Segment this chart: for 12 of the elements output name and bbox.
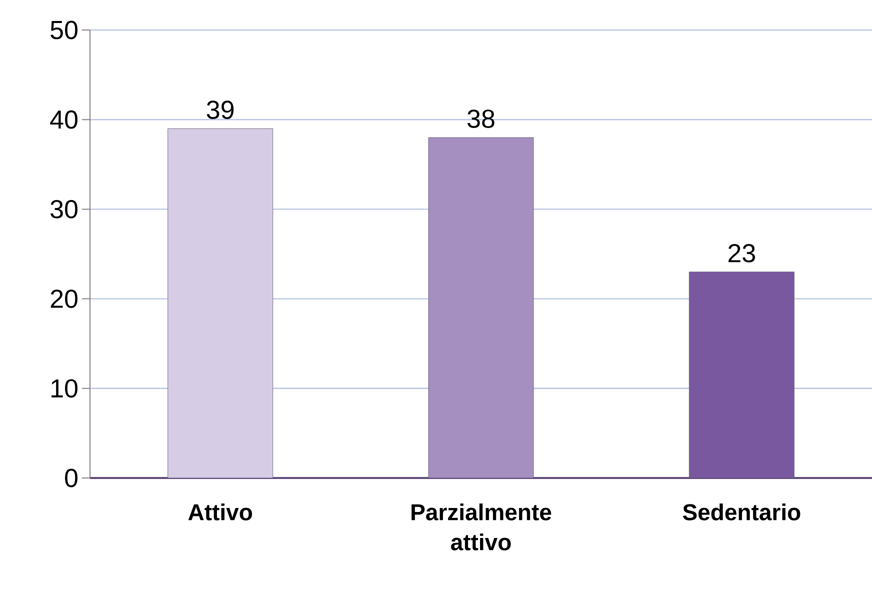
data-label: 39 <box>206 100 234 120</box>
y-tick-label: 0 <box>65 468 78 488</box>
x-tick-label: Attivo <box>188 504 252 520</box>
data-label: 23 <box>728 244 755 262</box>
y-tick-label: 40 <box>50 110 78 129</box>
x-tick-label: Sedentario <box>682 504 800 520</box>
y-tick-label: 20 <box>50 290 78 308</box>
y-tick-label: 10 <box>52 379 78 398</box>
y-tick-label: 30 <box>50 200 78 218</box>
x-tick-label: Parzialmente attivo <box>412 504 552 550</box>
data-label: 38 <box>468 110 494 128</box>
y-tick-label: 50 <box>50 20 78 40</box>
